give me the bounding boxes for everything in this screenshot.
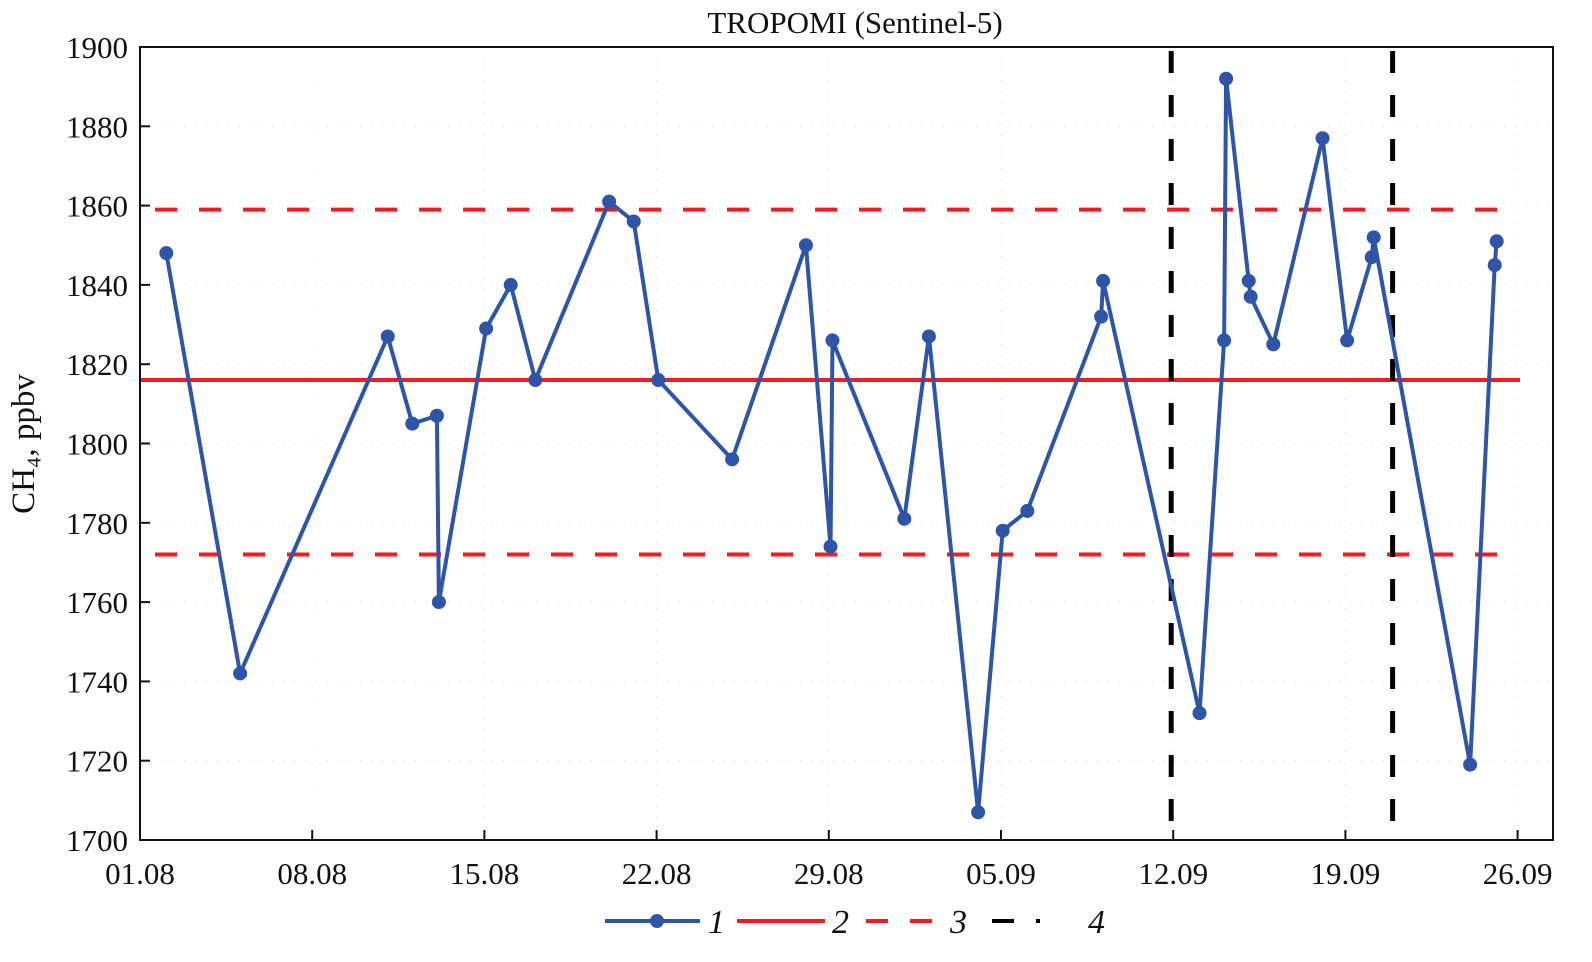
y-tick-label: 1840	[66, 268, 128, 303]
x-tick-label: 01.08	[105, 856, 175, 891]
chart-title: TROPOMI (Sentinel-5)	[707, 5, 1002, 40]
series-line	[164, 76, 1499, 815]
data-point	[1096, 273, 1111, 288]
data-point	[405, 416, 420, 431]
y-tick-label: 1860	[66, 189, 128, 224]
y-tick-label: 1800	[66, 427, 128, 462]
plot-frame	[139, 46, 1554, 841]
data-point	[897, 511, 912, 526]
data-point	[1192, 706, 1207, 721]
data-point	[431, 595, 446, 610]
data-point	[380, 329, 395, 344]
y-tick-label: 1880	[66, 109, 128, 144]
data-point	[602, 194, 617, 209]
data-point	[971, 805, 986, 820]
data-point	[1266, 337, 1281, 352]
x-tick-label: 05.09	[966, 856, 1036, 891]
y-tick-label: 1780	[66, 506, 128, 541]
data-point	[651, 373, 666, 388]
data-point	[1315, 131, 1330, 146]
data-point	[1241, 273, 1256, 288]
data-point	[1366, 230, 1381, 245]
data-point	[725, 452, 740, 467]
data-point	[798, 238, 813, 253]
x-tick-label: 15.08	[450, 856, 520, 891]
data-point	[1364, 250, 1379, 265]
data-point	[479, 321, 494, 336]
y-tick-label: 1720	[66, 744, 128, 779]
legend-marker-1	[650, 914, 664, 928]
legend: 1 2 3 4	[605, 904, 1105, 941]
x-tick-label: 08.08	[277, 856, 347, 891]
data-point	[995, 523, 1010, 538]
x-tick-label: 22.08	[622, 856, 692, 891]
y-tick-label: 1900	[66, 30, 128, 65]
legend-label-2: 2	[832, 904, 849, 941]
x-tick-label: 12.09	[1138, 856, 1208, 891]
data-point	[503, 277, 518, 292]
x-tick-label: 19.09	[1311, 856, 1381, 891]
data-point	[1020, 503, 1035, 518]
legend-label-1: 1	[708, 904, 725, 941]
data-point	[1243, 289, 1258, 304]
legend-label-3: 3	[949, 904, 967, 941]
data-point	[825, 333, 840, 348]
data-point	[626, 214, 641, 229]
x-tick-label: 29.08	[794, 856, 864, 891]
data-point	[159, 246, 174, 261]
data-point	[429, 408, 444, 423]
y-tick-label: 1700	[66, 823, 128, 858]
legend-label-4: 4	[1088, 904, 1105, 941]
data-point	[1219, 71, 1234, 86]
data-point	[1489, 234, 1504, 249]
y-tick-label: 1760	[66, 585, 128, 620]
data-point	[1217, 333, 1232, 348]
data-point	[528, 373, 543, 388]
data-point	[921, 329, 936, 344]
data-point	[233, 666, 248, 681]
data-point	[1094, 309, 1109, 324]
y-axis-label: CH₄, ppbv	[6, 374, 42, 514]
y-tick-label: 1740	[66, 664, 128, 699]
data-point	[1340, 333, 1355, 348]
y-tick-label: 1820	[66, 347, 128, 382]
data-point	[823, 539, 838, 554]
x-tick-label: 26.09	[1483, 856, 1553, 891]
data-point	[1463, 757, 1478, 772]
data-point	[1487, 258, 1502, 273]
